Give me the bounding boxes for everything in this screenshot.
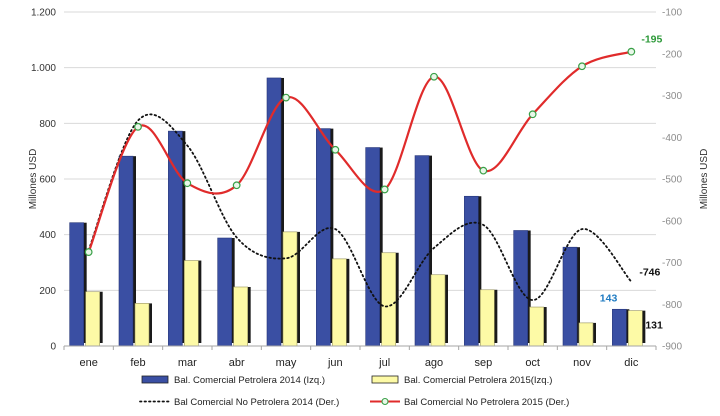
bar [266,77,282,347]
line-marker [183,179,192,188]
bar [612,308,627,347]
y-right-axis-title: Millones USD [699,149,710,210]
lines [84,47,636,308]
legend-label: Bal Comercial No Petrolera 2014 (Der.) [174,397,339,408]
x-tick-label: jul [378,357,390,369]
x-tick-label: may [276,357,297,369]
bar [381,252,396,347]
axes: 0 200 400 600 800 1.000 1.200 -900 -800 -700 -600 -… [28,8,710,370]
line-marker [528,110,537,119]
bar [365,147,380,347]
x-tick-label: dic [624,357,639,369]
data-label-bar-2015-dic: 131 [645,320,663,332]
bar [184,260,199,347]
x-tick-label: oct [525,357,540,369]
bar [233,286,248,347]
bar [168,130,183,347]
bar [513,230,528,347]
y-right-tick-label: -600 [662,216,682,227]
bar [316,128,331,347]
bar [332,258,347,347]
y-left-tick-label: 400 [39,230,56,241]
bar [464,195,479,347]
y-left-tick-label: 800 [39,119,56,130]
line-marker [479,166,488,175]
x-tick-label: abr [229,357,245,369]
bar [282,231,298,347]
y-right-tick-label: -700 [662,258,682,269]
y-left-tick-label: 200 [39,286,56,297]
bar [134,303,150,347]
y-left-axis-title: Millones USD [28,149,39,210]
legend-label: Bal. Comercial Petrolera 2015(Izq.) [404,375,552,386]
line-marker [232,181,241,190]
legend-label: Bal. Comercial Petrolera 2014 (Izq.) [174,375,325,386]
bar [414,155,430,347]
x-tick-label: ene [79,357,97,369]
data-label-bar-2014-dic: 143 [600,292,618,304]
bar [430,274,446,347]
y-left-tick-label: 600 [39,175,56,186]
bar [85,291,100,347]
bar [578,322,594,347]
y-right-tick-label: -300 [662,91,682,102]
x-tick-label: ago [425,357,443,369]
gridlines [64,11,656,347]
line-marker [282,93,290,102]
line-marker [331,145,340,154]
legend-marker [381,397,389,406]
x-tick-label: jun [327,357,343,369]
bar [562,246,578,347]
bar [480,289,495,347]
line-marker [578,62,586,71]
x-tick-label: feb [130,357,145,369]
data-labels: 143 131 -746 -195 [600,34,663,332]
y-right-tick-label: -800 [662,300,682,311]
y-left-tick-label: 1.000 [31,63,56,74]
y-right-tick-label: -200 [662,49,682,60]
bar [217,237,232,347]
bar [69,222,84,347]
y-left-tick-label: 0 [50,342,56,353]
series-line [87,113,633,308]
y-left-tick-label: 1.200 [31,8,56,19]
line-marker [380,185,389,194]
line-marker [430,72,438,81]
y-right-tick-label: -500 [662,175,682,186]
legend-swatch [371,375,399,384]
data-label-line-2014-dic: -746 [639,267,660,279]
x-tick-label: nov [573,357,591,369]
y-right-tick-label: -100 [662,8,682,19]
line-marker [627,47,636,56]
x-tick-label: mar [178,357,197,369]
y-right-tick-label: -900 [662,342,682,353]
data-label-line-2015-dic: -195 [641,34,662,46]
x-tick-label: sep [474,357,492,369]
bar [529,306,544,347]
legend-swatch [141,375,169,384]
legend: Bal. Comercial Petrolera 2014 (Izq.) Bal.… [139,375,569,408]
bars [69,77,646,347]
y-right-tick-label: -400 [662,133,682,144]
bar [118,155,134,347]
legend-label: Bal Comercial No Petrolera 2015 (Der.) [404,397,569,408]
line-marker [84,248,93,256]
bar [628,310,643,347]
line-marker [134,122,142,131]
